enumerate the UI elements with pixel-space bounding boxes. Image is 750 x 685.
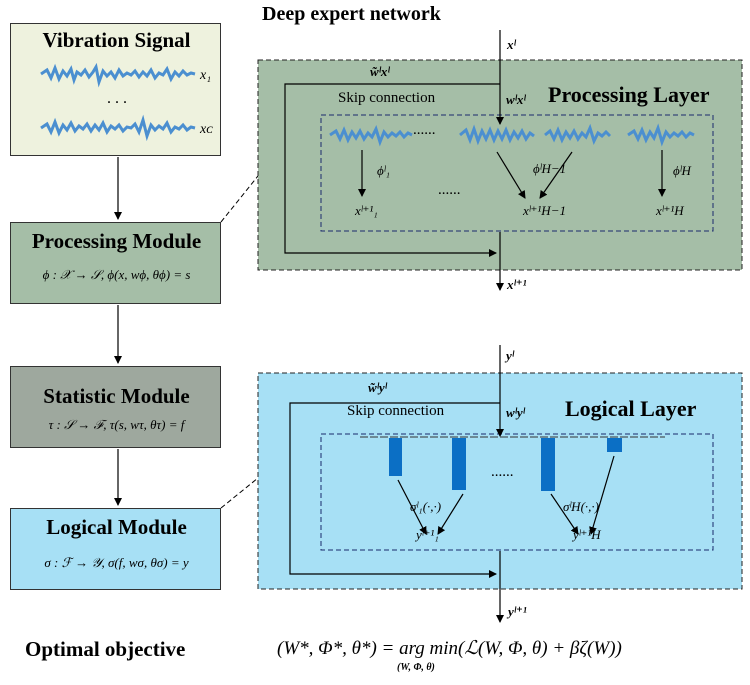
- phiH-label: ϕˡH: [673, 163, 691, 178]
- logical-experts-box: [320, 433, 714, 551]
- logical-module: Logical Module σ : ℱ → 𝒴, σ(f, wσ, θσ) =…: [10, 508, 221, 590]
- signal-xc-label: xᴄ: [200, 122, 213, 137]
- expert-waveform-4: [627, 123, 695, 147]
- logical-bar-4: [607, 438, 622, 452]
- vibration-waveforms: [40, 62, 196, 142]
- sigmaH-arrow-a: [550, 493, 579, 535]
- logical-skip-label: Skip connection: [347, 403, 445, 419]
- output-xH1-label: xˡ⁺¹H−1: [523, 203, 566, 218]
- objective-subscript: (W, Φ, θ): [397, 662, 435, 673]
- processing-layer-title: Processing Layer: [548, 82, 710, 107]
- statistic-module: Statistic Module τ : 𝒮 → ℱ, τ(s, wτ, θτ)…: [10, 366, 221, 448]
- phiH1-label: ϕˡH−1: [533, 161, 567, 176]
- sigma1-label: σˡ₁(·,·): [410, 499, 442, 514]
- processing-output-label: xˡ⁺¹: [507, 277, 527, 292]
- logical-layer-title: Logical Layer: [565, 396, 697, 421]
- processing-module-formula: ϕ : 𝒳 → 𝒮, ϕ(x, wϕ, θϕ) = s: [42, 267, 191, 282]
- expert-waveform-1: [329, 124, 413, 147]
- signal-x1-label: x₁: [200, 68, 212, 83]
- logical-bar-2: [452, 438, 466, 490]
- output-yH-label: yˡ⁺¹H: [573, 527, 601, 542]
- zoom-line-logical: [220, 477, 259, 509]
- processing-input-label: xˡ: [507, 37, 516, 52]
- logical-output-label: yˡ⁺¹: [508, 604, 527, 619]
- logical-skip-path: [289, 402, 500, 578]
- phiH1-arrow-b: [539, 151, 573, 199]
- processing-module: Processing Module ϕ : 𝒳 → 𝒮, ϕ(x, wϕ, θϕ…: [10, 222, 221, 304]
- logical-module-formula: σ : ℱ → 𝒴, σ(f, wσ, θσ) = y: [44, 555, 189, 570]
- zoom-line-processing: [220, 175, 259, 223]
- vibration-signal-module: Vibration Signal x₁ . . . xᴄ: [10, 23, 221, 156]
- logical-module-title: Logical Module: [46, 515, 187, 539]
- logical-skip-weight: w̃ˡyˡ: [368, 380, 387, 395]
- sigma1-arrow-b: [437, 493, 464, 535]
- processing-module-title: Processing Module: [31, 229, 202, 253]
- processing-main-weight: wˡxˡ: [506, 92, 526, 107]
- processing-dots-mid: ......: [438, 182, 461, 198]
- processing-experts-box: [320, 114, 714, 232]
- statistic-module-title: Statistic Module: [43, 384, 190, 408]
- output-x1-label: xˡ⁺¹₁: [355, 203, 378, 218]
- waveform-xc: [40, 114, 196, 142]
- sigma1-arrow-a: [397, 479, 427, 535]
- output-xH-label: xˡ⁺¹H: [656, 203, 684, 218]
- logical-dots: ......: [491, 464, 514, 480]
- optimal-objective-label: Optimal objective: [25, 637, 186, 661]
- logical-bar-3: [541, 438, 555, 491]
- logical-main-weight: wˡyˡ: [506, 405, 525, 420]
- deep-expert-network-title: Deep expert network: [262, 3, 441, 25]
- vibration-signal-title: Vibration Signal: [42, 28, 191, 52]
- expert-waveform-2: [459, 124, 535, 146]
- phiH1-arrow-a: [496, 151, 526, 199]
- sigmaH-arrow-b: [589, 455, 615, 535]
- processing-dots-top: ......: [413, 122, 436, 138]
- processing-skip-label: Skip connection: [338, 90, 436, 106]
- sigmaH-label: σˡH(·,·): [563, 499, 599, 514]
- signal-dots: . . .: [107, 90, 127, 107]
- processing-skip-path: [284, 83, 500, 257]
- logical-input-label: yˡ: [506, 348, 514, 363]
- logical-bar-1: [389, 438, 402, 476]
- statistic-module-formula: τ : 𝒮 → ℱ, τ(s, wτ, θτ) = f: [48, 417, 185, 432]
- output-y1-label: yˡ⁺¹₁: [416, 527, 439, 542]
- phi1-label: ϕˡ₁: [377, 163, 391, 178]
- objective-formula: (W*, Φ*, θ*) = arg min(ℒ(W, Φ, θ) + βζ(W…: [277, 638, 622, 659]
- processing-skip-weight: w̃ˡxˡ: [370, 64, 390, 79]
- waveform-x1: [40, 62, 196, 88]
- expert-waveform-3: [544, 123, 612, 146]
